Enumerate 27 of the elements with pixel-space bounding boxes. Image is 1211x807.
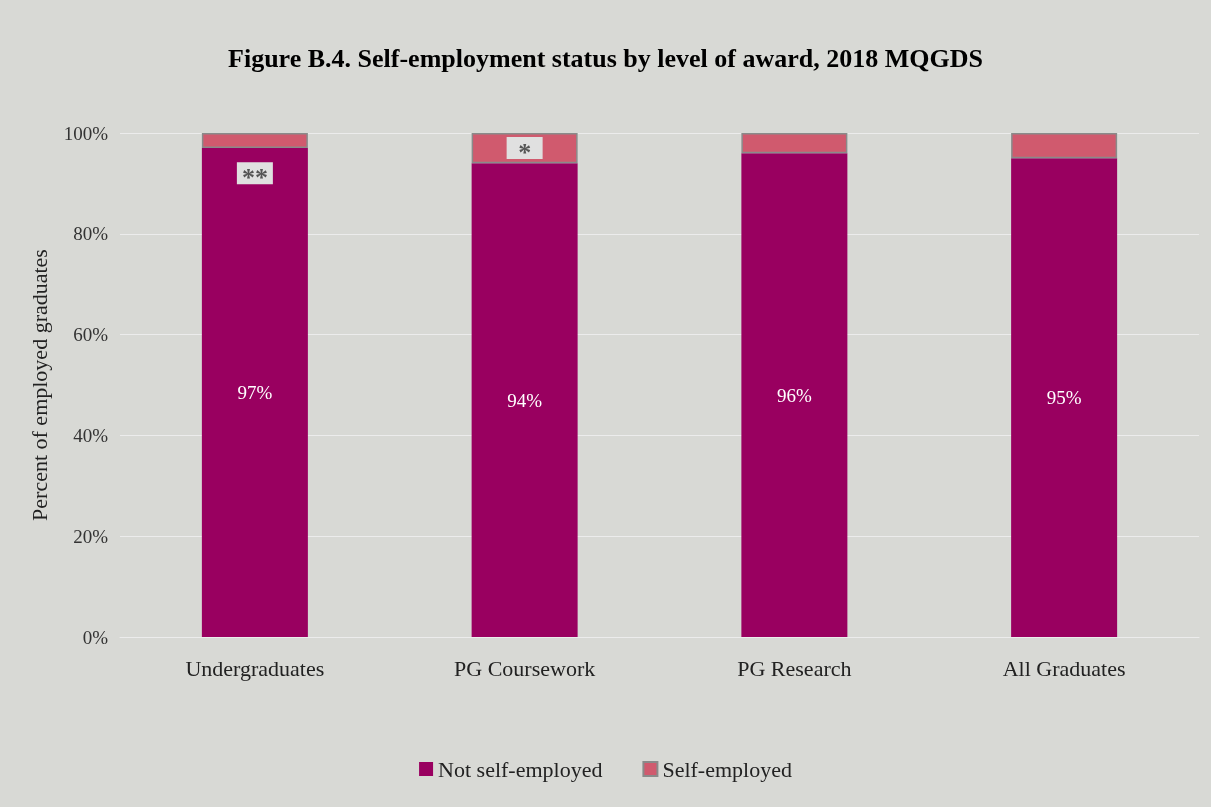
- y-tick-label: 60%: [73, 324, 109, 346]
- y-axis-title: Percent of employed graduates: [26, 249, 52, 521]
- y-tick-label: 80%: [73, 223, 109, 245]
- bar: [1011, 158, 1118, 637]
- legend-label: Self-employed: [662, 756, 792, 782]
- bar: [1011, 133, 1118, 159]
- x-tick-label: Undergraduates: [185, 655, 325, 681]
- y-tick-label: 40%: [73, 424, 109, 446]
- y-tick-label: 0%: [82, 626, 109, 648]
- annotation: **: [241, 162, 268, 192]
- x-tick-label: All Graduates: [1002, 655, 1126, 681]
- data-label: 95%: [1046, 387, 1082, 409]
- annotation: *: [518, 137, 532, 167]
- data-label: 94%: [507, 389, 543, 411]
- bar: [741, 153, 848, 637]
- x-tick-label: PG Research: [737, 655, 852, 681]
- x-tick-label: PG Coursework: [454, 655, 596, 681]
- y-tick-label: 20%: [73, 525, 109, 547]
- y-tick-label: 100%: [63, 122, 109, 144]
- bar: [471, 163, 578, 637]
- bar: [201, 133, 308, 149]
- chart-title: Figure B.4. Self-employment status by level of award, 2018 MQGDS: [228, 43, 983, 73]
- data-label: 96%: [776, 384, 812, 406]
- legend-label: Not self-employed: [438, 756, 603, 782]
- bar: [741, 133, 848, 154]
- bar: [201, 148, 308, 637]
- data-label: 97%: [237, 382, 273, 404]
